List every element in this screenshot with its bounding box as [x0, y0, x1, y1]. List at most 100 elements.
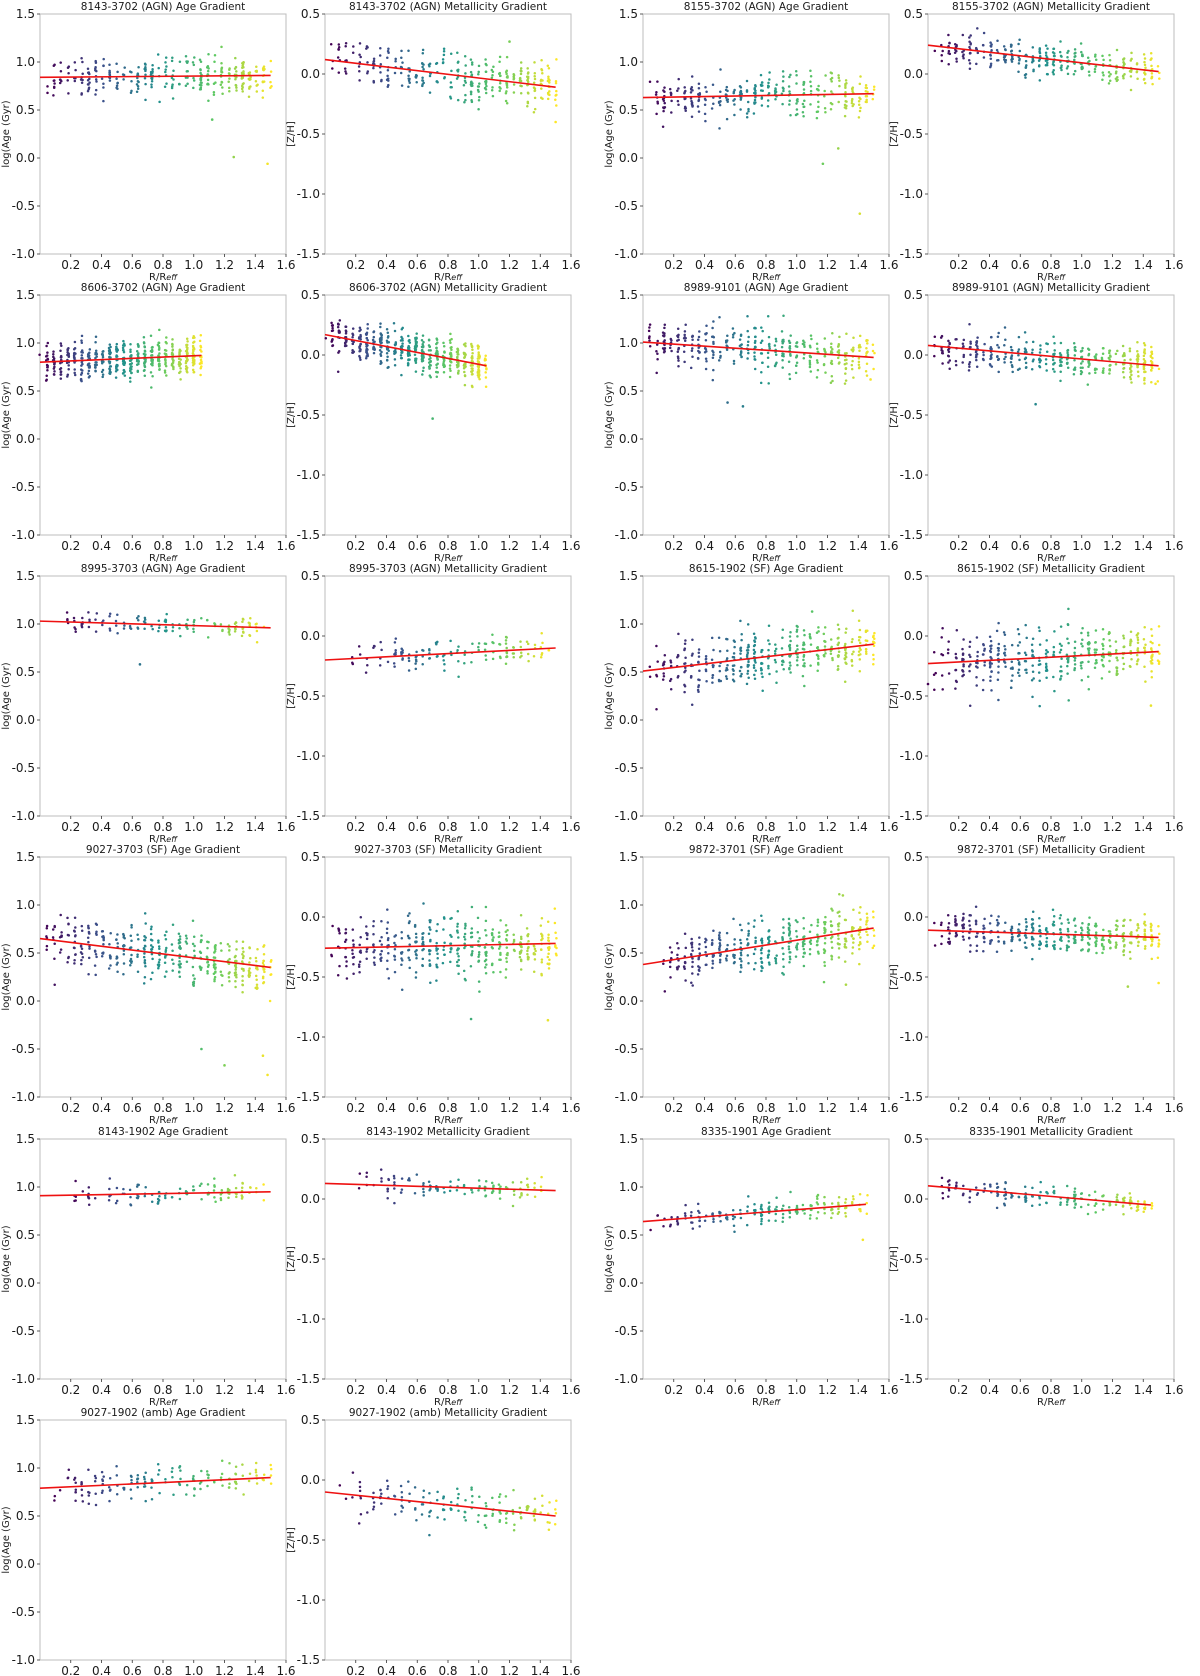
x-tick-label: 1.0	[184, 1101, 203, 1115]
data-point	[387, 334, 390, 338]
x-axis-label: R/Reff	[1037, 553, 1066, 564]
data-point	[1073, 55, 1076, 58]
data-point	[1039, 348, 1042, 351]
data-point	[158, 352, 161, 355]
data-point	[400, 84, 404, 87]
data-point	[838, 84, 841, 88]
data-point	[157, 964, 161, 968]
data-point	[1142, 367, 1146, 370]
data-point	[464, 81, 467, 84]
data-point	[1144, 66, 1147, 69]
data-point	[1149, 52, 1153, 55]
data-point	[337, 323, 340, 326]
data-point	[683, 647, 687, 650]
data-point	[1143, 376, 1146, 380]
data-point	[491, 70, 495, 74]
data-point	[471, 367, 474, 370]
data-point	[129, 342, 132, 346]
data-point	[352, 45, 355, 48]
data-point	[1016, 350, 1020, 353]
data-point	[962, 663, 965, 666]
data-point	[86, 936, 90, 939]
data-point	[704, 332, 707, 336]
data-point	[1136, 365, 1139, 369]
data-point	[843, 382, 847, 385]
data-point	[157, 348, 161, 351]
data-point	[1080, 355, 1084, 359]
data-point	[857, 360, 861, 364]
data-point	[789, 73, 792, 77]
data-point	[1101, 369, 1105, 372]
y-tick-label: 0.5	[619, 103, 638, 117]
x-tick-label: 0.4	[695, 258, 714, 272]
data-point	[150, 353, 154, 357]
data-point	[1150, 64, 1153, 68]
data-point	[1002, 45, 1006, 48]
data-point	[457, 362, 460, 366]
data-point	[746, 329, 749, 333]
data-point	[184, 84, 188, 87]
data-point	[803, 662, 806, 665]
data-point	[435, 337, 438, 340]
data-point	[380, 79, 383, 83]
axes-frame	[324, 575, 572, 817]
data-point	[794, 70, 798, 73]
data-point	[242, 82, 245, 85]
data-point	[464, 72, 467, 75]
data-point	[803, 99, 806, 102]
data-point	[850, 101, 854, 105]
data-point	[954, 679, 958, 683]
data-point	[1024, 59, 1028, 63]
data-point	[94, 78, 98, 81]
data-point	[73, 340, 77, 344]
fit-line	[39, 620, 271, 629]
data-point	[115, 367, 118, 371]
data-point	[662, 106, 666, 110]
data-point	[1073, 62, 1076, 65]
data-point	[108, 343, 112, 346]
data-point	[932, 673, 936, 677]
y-axis-label: [Z/H]	[286, 964, 297, 990]
data-point	[1143, 649, 1147, 652]
data-point	[1136, 633, 1139, 637]
data-point	[844, 631, 847, 634]
data-point	[177, 942, 181, 945]
data-point	[1031, 695, 1034, 699]
data-point	[364, 671, 368, 674]
data-point	[477, 955, 480, 958]
x-tick-label: 1.4	[1134, 820, 1153, 834]
data-point	[982, 678, 985, 682]
data-point	[1044, 54, 1048, 57]
data-point	[262, 944, 266, 947]
data-point	[1079, 42, 1083, 45]
data-point	[88, 945, 91, 948]
data-point	[164, 358, 167, 362]
data-point	[990, 43, 993, 46]
data-point	[200, 350, 203, 353]
data-point	[1018, 674, 1021, 678]
data-point	[241, 991, 244, 994]
data-point	[961, 652, 965, 655]
data-point	[1107, 71, 1111, 74]
data-point	[677, 77, 680, 81]
data-point	[1066, 660, 1070, 663]
data-point	[547, 66, 551, 70]
data-point	[954, 363, 958, 367]
data-point	[248, 961, 251, 964]
data-point	[436, 80, 439, 84]
data-point	[753, 351, 756, 354]
data-point	[683, 360, 686, 364]
data-point	[1108, 372, 1111, 375]
data-point	[932, 650, 936, 654]
data-point	[234, 83, 238, 87]
data-point	[691, 347, 694, 350]
data-point	[491, 94, 495, 98]
y-tick-label: 0.0	[301, 629, 320, 643]
data-point	[504, 70, 508, 74]
x-axis-label: R/Reff	[752, 553, 781, 564]
data-point	[330, 324, 334, 327]
y-tick-label: 0.5	[904, 288, 923, 302]
data-point	[554, 80, 558, 83]
data-point	[52, 350, 55, 353]
